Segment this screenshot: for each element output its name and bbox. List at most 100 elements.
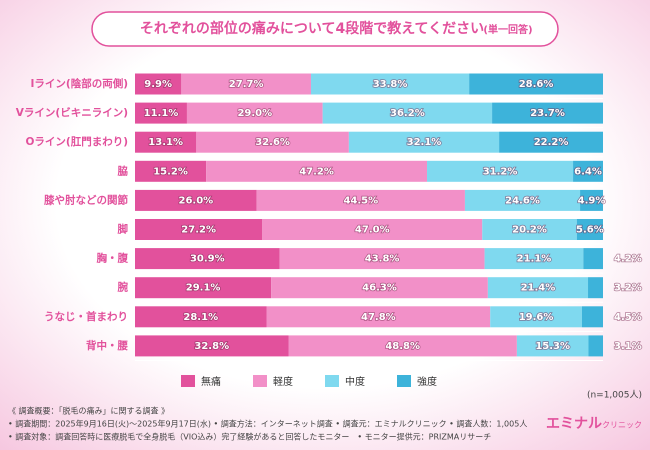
bar-segment — [181, 73, 311, 95]
value-label: 27.2% — [181, 225, 216, 236]
bar-segment — [186, 102, 323, 124]
legend-label: 中度 — [345, 375, 365, 388]
bar-segment — [516, 335, 589, 357]
value-label: 47.0% — [355, 225, 390, 236]
value-label: 15.2% — [153, 166, 188, 177]
bar-segment — [588, 277, 603, 299]
category-label: うなじ・首まわり — [44, 310, 128, 323]
bar-segment — [427, 160, 574, 182]
bar-segment — [271, 277, 488, 299]
value-label: 21.1% — [517, 254, 552, 265]
bar-segment — [576, 219, 603, 240]
bar-segment — [256, 189, 465, 211]
value-label: 29.1% — [186, 283, 221, 294]
bar-segment — [135, 73, 182, 95]
value-label: 4.9% — [578, 195, 606, 206]
legend-swatch — [397, 375, 411, 387]
bar-segment — [279, 248, 485, 270]
bar-segment — [266, 306, 491, 328]
value-label: 36.2% — [390, 108, 425, 119]
bar-segment — [484, 248, 584, 270]
value-label: 30.9% — [190, 254, 225, 265]
category-label: 膝や肘などの関節 — [44, 193, 128, 206]
title-frame — [91, 11, 559, 47]
value-label: 6.4% — [574, 166, 602, 177]
value-label: 3.1% — [614, 341, 642, 352]
bar-segment — [135, 102, 187, 124]
legend-label: 軽度 — [273, 375, 293, 388]
bar-segment — [135, 131, 197, 153]
bar-segment — [135, 335, 289, 357]
value-label: 5.6% — [576, 225, 604, 236]
category-label: 脚 — [118, 223, 129, 236]
category-label: 背中・腰 — [86, 339, 128, 352]
bar-segment — [135, 160, 207, 182]
category-label: Oライン(肛門まわり) — [25, 136, 128, 148]
legend-swatch — [325, 375, 339, 387]
bar-segment — [135, 306, 267, 328]
value-label: 28.6% — [519, 79, 554, 90]
category-label: 腕 — [118, 281, 129, 294]
bar-segment — [588, 335, 603, 357]
bar-segment — [464, 189, 581, 211]
value-label: 27.7% — [229, 79, 264, 90]
value-label: 28.1% — [183, 312, 218, 323]
chart-subtitle: (単一回答) — [483, 23, 532, 36]
value-label: 46.3% — [362, 283, 397, 294]
bar-segment — [487, 277, 589, 299]
bar-segment — [322, 102, 493, 124]
category-label: Vライン(ビキニライン) — [16, 106, 128, 119]
value-label: 21.4% — [521, 283, 556, 294]
value-label: 31.2% — [483, 166, 518, 177]
value-label: 9.9% — [144, 79, 172, 90]
bar-segment — [492, 102, 603, 124]
value-label: 47.8% — [361, 312, 396, 323]
bar-segment — [135, 189, 257, 211]
value-label: 3.2% — [614, 283, 642, 294]
value-label: 4.2% — [614, 254, 642, 265]
chart-title: それぞれの部位の痛みについて4段階で教えてください — [140, 20, 484, 37]
legend-swatch — [181, 375, 195, 387]
value-label: 19.6% — [519, 312, 554, 323]
value-label: 24.6% — [505, 195, 540, 206]
note: • 調査対象：調査回答時に医療脱毛で全身脱毛（VIO込み）完了経験があると回答し… — [8, 432, 491, 442]
value-label: 20.2% — [512, 225, 547, 236]
brand-name: エミナル — [546, 416, 602, 432]
note: 《 調査概要：「脱毛の痛み」に関する調査 》 — [8, 406, 169, 416]
value-label: 32.8% — [194, 341, 229, 352]
bar-segment — [135, 248, 280, 270]
bar-segment — [135, 277, 272, 299]
value-label: 48.8% — [385, 341, 420, 352]
category-label: 胸・腹 — [97, 252, 129, 265]
bar-segment — [288, 335, 517, 357]
value-label: 32.1% — [407, 137, 442, 148]
value-label: 47.2% — [299, 166, 334, 177]
bar-segment — [583, 248, 603, 270]
value-label: 11.1% — [144, 108, 179, 119]
value-label: 13.1% — [148, 137, 183, 148]
bar-segment — [206, 160, 428, 182]
value-label: 29.0% — [237, 108, 272, 119]
bar-segment — [262, 219, 483, 240]
value-label: 22.2% — [534, 137, 569, 148]
value-label: 26.0% — [178, 195, 213, 206]
bar-segment — [580, 189, 603, 211]
bar-segment — [348, 131, 500, 153]
value-label: 44.5% — [343, 195, 378, 206]
value-label: 43.8% — [365, 254, 400, 265]
bar-segment — [499, 131, 603, 153]
bar-segment — [469, 73, 603, 95]
bar-segment — [196, 131, 349, 153]
value-label: 32.6% — [255, 137, 290, 148]
value-label: 23.7% — [530, 108, 565, 119]
brand-sub: クリニック — [602, 421, 642, 430]
bar-segment — [482, 219, 577, 240]
value-label: 33.8% — [373, 79, 408, 90]
bar-segment — [310, 73, 470, 95]
legend-swatch — [253, 375, 267, 387]
bar-segment — [581, 306, 603, 328]
bar-segment — [490, 306, 582, 328]
category-label: Iライン(陰部の両側) — [30, 77, 128, 90]
sample-size: (n=1,005人) — [587, 390, 642, 401]
